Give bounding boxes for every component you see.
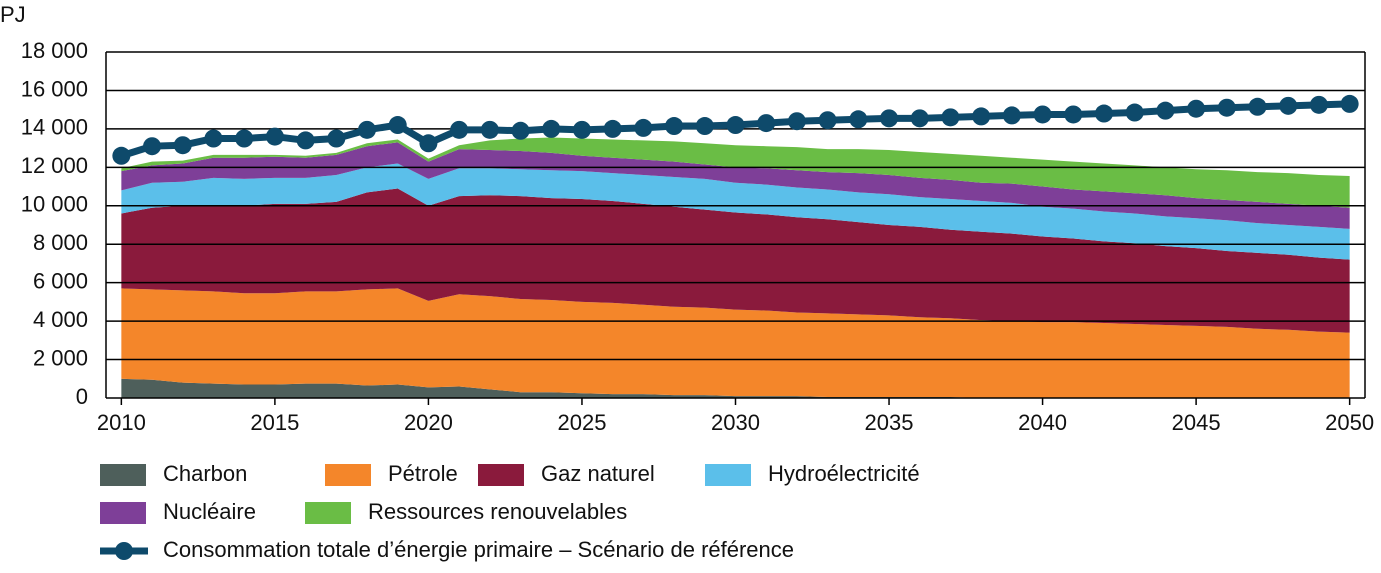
y-axis-label: PJ: [0, 2, 26, 27]
line-marker: [1002, 106, 1021, 125]
line-marker: [972, 107, 991, 126]
line-marker: [358, 120, 377, 139]
area: [121, 163, 1350, 260]
legend-marker: [115, 542, 133, 560]
line-marker: [327, 129, 346, 148]
y-tick-label: 16 000: [21, 76, 88, 101]
line-marker: [880, 109, 899, 128]
area: [121, 137, 1350, 208]
line-marker: [511, 121, 530, 140]
y-tick-label: 10 000: [21, 192, 88, 217]
y-tick-label: 18 000: [21, 38, 88, 63]
legend-label: Hydroélectricité: [768, 461, 920, 486]
line-marker: [542, 119, 561, 138]
y-tick-label: 6 000: [33, 268, 88, 293]
x-tick-label: 2015: [250, 410, 299, 435]
line-marker: [235, 129, 254, 148]
line-marker: [787, 112, 806, 131]
x-tick-label: 2030: [711, 410, 760, 435]
line-marker: [204, 129, 223, 148]
y-tick-label: 12 000: [21, 153, 88, 178]
line-marker: [818, 111, 837, 130]
line-marker: [1094, 104, 1113, 123]
legend-swatch: [325, 464, 371, 486]
line-marker: [941, 108, 960, 127]
line-marker: [726, 116, 745, 135]
line-marker: [1125, 103, 1144, 122]
y-tick-label: 2 000: [33, 345, 88, 370]
line-marker: [1156, 101, 1175, 120]
x-tick-label: 2010: [97, 410, 146, 435]
line-marker: [1279, 96, 1298, 115]
y-tick-label: 8 000: [33, 230, 88, 255]
line-marker: [634, 118, 653, 137]
line-marker: [572, 120, 591, 139]
line-marker: [112, 146, 131, 165]
legend-swatch: [478, 464, 524, 486]
line-marker: [265, 127, 284, 146]
legend-label: Gaz naturel: [541, 461, 655, 486]
x-tick-label: 2050: [1325, 410, 1374, 435]
line-marker: [1187, 99, 1206, 118]
line-marker: [849, 110, 868, 129]
area: [121, 188, 1350, 333]
x-tick-label: 2020: [404, 410, 453, 435]
legend-label: Charbon: [163, 461, 247, 486]
line-marker: [665, 117, 684, 136]
line-marker: [910, 109, 929, 128]
line-marker: [603, 119, 622, 138]
area: [121, 142, 1350, 229]
x-tick-label: 2040: [1018, 410, 1067, 435]
line-marker: [480, 120, 499, 139]
line-marker: [1340, 94, 1359, 113]
legend-label: Nucléaire: [163, 499, 256, 524]
legend-swatch: [305, 502, 351, 524]
line-marker: [1217, 98, 1236, 117]
legend-swatch: [705, 464, 751, 486]
line-marker: [388, 116, 407, 135]
line-marker: [695, 117, 714, 136]
line-marker: [1064, 105, 1083, 124]
line-marker: [1248, 97, 1267, 116]
x-tick-label: 2035: [865, 410, 914, 435]
line-marker: [757, 114, 776, 133]
legend-label: Consommation totale d’énergie primaire –…: [163, 537, 794, 562]
line-marker: [143, 137, 162, 156]
x-tick-label: 2045: [1172, 410, 1221, 435]
line-marker: [1309, 95, 1328, 114]
area: [121, 288, 1350, 398]
line-marker: [1033, 105, 1052, 124]
y-tick-label: 0: [76, 384, 88, 409]
y-tick-label: 4 000: [33, 307, 88, 332]
line-marker: [450, 120, 469, 139]
area: [121, 378, 1350, 398]
legend-label: Ressources renouvelables: [368, 499, 627, 524]
x-tick-label: 2025: [557, 410, 606, 435]
y-tick-label: 14 000: [21, 115, 88, 140]
line-marker: [419, 134, 438, 153]
legend-label: Pétrole: [388, 461, 458, 486]
line-marker: [296, 131, 315, 150]
legend-swatch: [100, 464, 146, 486]
line-marker: [173, 136, 192, 155]
legend-swatch: [100, 502, 146, 524]
